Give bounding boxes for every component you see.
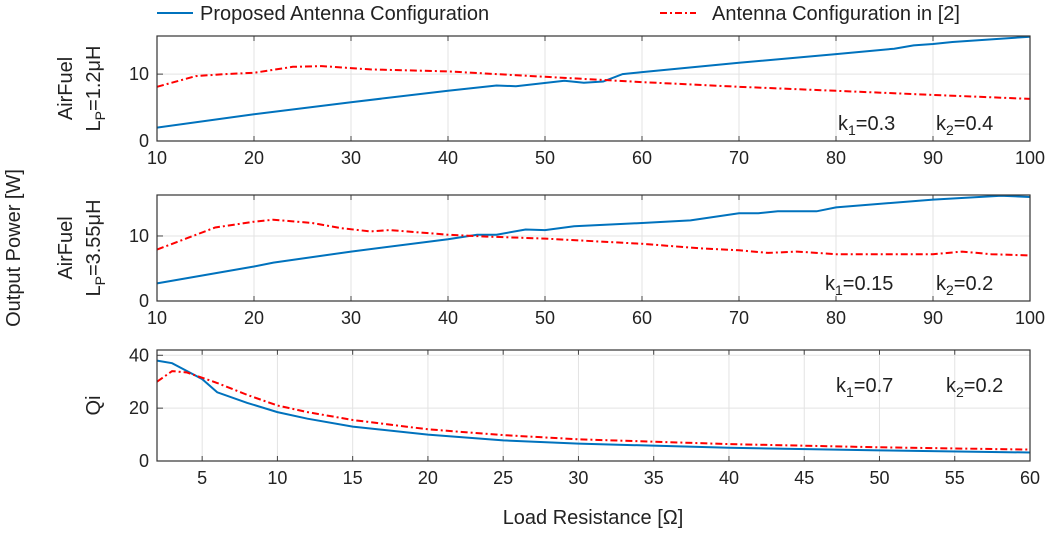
x-tick-label: 70 bbox=[729, 308, 749, 328]
x-tick-label: 100 bbox=[1015, 148, 1045, 168]
y-axis-label: Qi bbox=[83, 396, 105, 416]
x-tick-label: 10 bbox=[147, 148, 167, 168]
x-tick-label: 80 bbox=[826, 308, 846, 328]
x-tick-label: 50 bbox=[869, 468, 889, 488]
y-tick-label: 40 bbox=[129, 345, 149, 365]
x-tick-label: 30 bbox=[341, 308, 361, 328]
x-tick-label: 5 bbox=[197, 468, 207, 488]
x-tick-label: 20 bbox=[244, 148, 264, 168]
axes-box bbox=[156, 35, 1031, 142]
x-tick-label: 30 bbox=[341, 148, 361, 168]
x-tick-label: 45 bbox=[794, 468, 814, 488]
panel-1: 10 20 30 40 50 60 70 80 90 100010AirFuelLP=1.2μHk… bbox=[55, 35, 1045, 168]
legend-label: Antenna Configuration in [2] bbox=[712, 3, 960, 25]
x-tick-label: 50 bbox=[535, 308, 555, 328]
y-tick-label: 20 bbox=[129, 398, 149, 418]
y-axis-label-line2: LP=1.2μH bbox=[83, 46, 108, 132]
y-tick-label: 0 bbox=[139, 131, 149, 151]
x-axis-common-label: Load Resistance [Ω] bbox=[503, 507, 684, 529]
panel-2: 10 20 30 40 50 60 70 80 90 100010AirFuelLP=3.55μH… bbox=[55, 194, 1045, 328]
x-tick-label: 55 bbox=[945, 468, 965, 488]
y-tick-label: 0 bbox=[139, 451, 149, 471]
series-line-proposed bbox=[156, 35, 1031, 129]
x-tick-label: 20 bbox=[244, 308, 264, 328]
x-tick-label: 20 bbox=[418, 468, 438, 488]
x-tick-label: 90 bbox=[923, 308, 943, 328]
y-axis-label-line2: LP=3.55μH bbox=[83, 199, 108, 296]
axes-box bbox=[156, 194, 1031, 302]
x-tick-label: 35 bbox=[644, 468, 664, 488]
y-tick-label: 10 bbox=[129, 226, 149, 246]
x-tick-label: 90 bbox=[923, 148, 943, 168]
legend: Proposed Antenna Configuration Antenna Co… bbox=[157, 3, 960, 25]
axes-box bbox=[156, 349, 1031, 462]
x-tick-label: 50 bbox=[535, 148, 555, 168]
series-line-reference bbox=[156, 218, 1031, 257]
coupling-annotation: k2=0.4 bbox=[936, 113, 993, 138]
coupling-annotation: k2=0.2 bbox=[946, 375, 1003, 400]
x-tick-label: 60 bbox=[632, 308, 652, 328]
x-tick-label: 40 bbox=[719, 468, 739, 488]
x-tick-label: 60 bbox=[632, 148, 652, 168]
series-line-reference bbox=[156, 65, 1031, 100]
series-line-proposed bbox=[156, 359, 1031, 454]
series-line-proposed bbox=[156, 194, 1031, 285]
x-tick-label: 25 bbox=[493, 468, 513, 488]
x-tick-label: 30 bbox=[568, 468, 588, 488]
y-axis-common-label: Output Power [W] bbox=[3, 169, 25, 327]
x-tick-label: 15 bbox=[343, 468, 363, 488]
coupling-annotation: k1=0.15 bbox=[825, 273, 893, 298]
legend-label: Proposed Antenna Configuration bbox=[200, 3, 489, 25]
x-tick-label: 40 bbox=[438, 148, 458, 168]
panels: 10 20 30 40 50 60 70 80 90 100010AirFuelLP=1.2μHk… bbox=[55, 35, 1045, 488]
x-tick-label: 60 bbox=[1020, 468, 1040, 488]
x-tick-label: 10 bbox=[267, 468, 287, 488]
series-line-reference bbox=[156, 370, 1031, 451]
x-tick-label: 80 bbox=[826, 148, 846, 168]
panel-3: 5 10 15 20 25 30 35 40 45 50 55 60 0 20 40 Qi k1=0.7 k2=0… bbox=[83, 345, 1040, 488]
x-tick-label: 40 bbox=[438, 308, 458, 328]
y-axis-label-line1: AirFuel bbox=[55, 216, 77, 279]
x-tick-label: 100 bbox=[1015, 308, 1045, 328]
coupling-annotation: k1=0.3 bbox=[838, 113, 895, 138]
y-tick-label: 10 bbox=[129, 64, 149, 84]
x-tick-label: 10 bbox=[147, 308, 167, 328]
y-axis-label-line1: AirFuel bbox=[55, 57, 77, 120]
coupling-annotation: k2=0.2 bbox=[936, 273, 993, 298]
y-tick-label: 0 bbox=[139, 291, 149, 311]
x-tick-label: 70 bbox=[729, 148, 749, 168]
coupling-annotation: k1=0.7 bbox=[836, 375, 893, 400]
